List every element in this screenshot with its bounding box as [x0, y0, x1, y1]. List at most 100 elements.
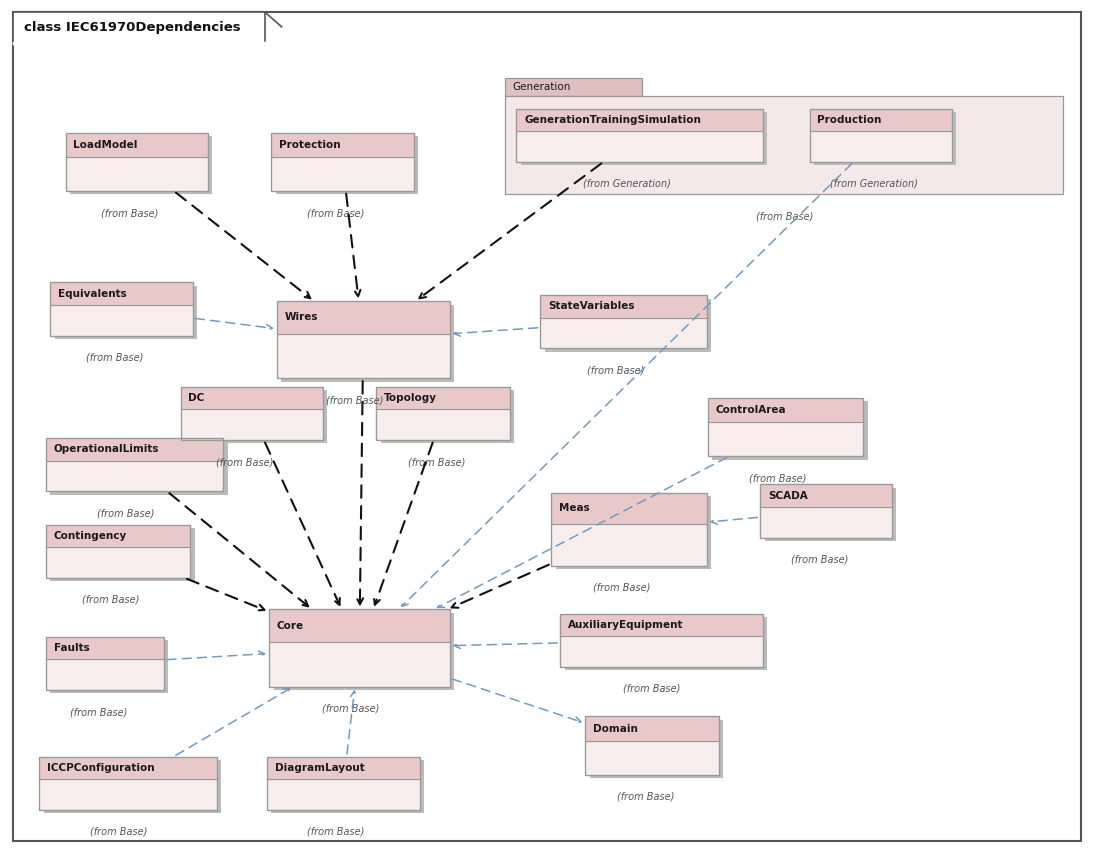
Text: (from Base): (from Base)	[91, 827, 148, 837]
Bar	[708, 398, 863, 423]
Text: (from Base): (from Base)	[306, 208, 364, 218]
Text: DiagramLayout: DiagramLayout	[275, 763, 364, 773]
Bar	[585, 716, 719, 775]
Bar	[50, 640, 168, 693]
Text: (from Base): (from Base)	[322, 704, 379, 714]
Bar	[181, 409, 323, 440]
Text: (from Base): (from Base)	[70, 707, 128, 717]
Bar	[521, 112, 767, 165]
Text: Contingency: Contingency	[54, 531, 127, 541]
Bar	[565, 617, 767, 670]
Bar	[269, 609, 450, 687]
Bar	[760, 484, 892, 538]
Bar	[381, 390, 514, 443]
Bar	[46, 637, 164, 690]
Bar	[551, 493, 707, 566]
Bar	[271, 158, 414, 191]
Text: Wires: Wires	[284, 312, 318, 323]
Text: (from Base): (from Base)	[101, 208, 159, 218]
Bar	[376, 387, 510, 440]
Text: Protection: Protection	[279, 140, 340, 150]
Bar	[585, 741, 719, 775]
Bar	[46, 525, 190, 578]
Text: (from Base): (from Base)	[216, 457, 274, 467]
Text: Equivalents: Equivalents	[58, 288, 127, 299]
Text: (from Base): (from Base)	[326, 395, 383, 406]
Bar	[181, 387, 323, 409]
Bar	[66, 133, 208, 191]
Bar	[590, 720, 723, 778]
Text: AuxiliaryEquipment: AuxiliaryEquipment	[568, 620, 684, 630]
Bar	[708, 398, 863, 456]
Bar	[760, 507, 892, 538]
Bar	[46, 438, 223, 461]
Bar	[267, 757, 420, 779]
Bar	[46, 461, 223, 491]
Text: Core: Core	[277, 621, 304, 631]
Text: (from Base): (from Base)	[593, 583, 650, 593]
Text: (from Base): (from Base)	[622, 684, 679, 694]
Text: Meas: Meas	[559, 503, 590, 514]
Text: OperationalLimits: OperationalLimits	[54, 444, 159, 455]
Bar	[46, 659, 164, 690]
Text: class IEC61970Dependencies: class IEC61970Dependencies	[24, 21, 241, 34]
Bar	[276, 136, 418, 194]
Bar	[50, 282, 193, 305]
Bar	[376, 387, 510, 409]
Bar	[810, 109, 952, 162]
Bar	[50, 305, 193, 336]
Bar	[560, 614, 763, 636]
Bar	[556, 496, 711, 569]
Text: ControlArea: ControlArea	[715, 405, 787, 415]
Bar	[46, 438, 223, 491]
Bar	[540, 295, 707, 318]
Bar	[516, 109, 763, 162]
Text: DC: DC	[188, 393, 205, 403]
Bar	[516, 109, 763, 131]
Bar	[185, 390, 327, 443]
Bar	[39, 779, 217, 810]
Bar	[277, 301, 450, 334]
Bar	[551, 524, 707, 566]
Bar	[55, 286, 197, 339]
Text: Faults: Faults	[54, 643, 90, 653]
Text: (from Base): (from Base)	[307, 827, 364, 837]
Text: ICCPConfiguration: ICCPConfiguration	[47, 763, 154, 773]
Bar	[760, 484, 892, 507]
Bar	[540, 318, 707, 348]
Text: (from Base): (from Base)	[408, 457, 465, 467]
Text: Generation: Generation	[512, 82, 570, 92]
Bar	[39, 757, 217, 810]
Text: (from Base): (from Base)	[791, 555, 848, 565]
Bar	[271, 760, 424, 813]
Text: (from Generation): (from Generation)	[829, 179, 918, 189]
Bar	[39, 757, 217, 779]
Bar	[560, 614, 763, 667]
Bar	[50, 528, 195, 581]
Text: StateVariables: StateVariables	[548, 301, 635, 312]
Text: (from Base): (from Base)	[617, 792, 674, 802]
Bar	[46, 637, 164, 659]
Bar	[585, 716, 719, 741]
Bar	[277, 334, 450, 378]
Bar	[70, 136, 212, 194]
Bar	[46, 547, 190, 578]
Bar	[269, 609, 450, 642]
Bar	[269, 642, 450, 687]
Bar	[50, 282, 193, 336]
Text: (from Base): (from Base)	[82, 595, 140, 605]
Bar	[551, 493, 707, 524]
Bar	[277, 301, 450, 378]
Bar	[274, 613, 454, 690]
Text: (from Base): (from Base)	[85, 353, 143, 363]
Text: (from Generation): (from Generation)	[583, 179, 671, 189]
Text: (from Base): (from Base)	[97, 508, 154, 519]
Bar	[281, 305, 454, 382]
Bar	[712, 401, 868, 460]
Bar	[46, 525, 190, 547]
Text: SCADA: SCADA	[768, 490, 807, 501]
Bar	[505, 96, 1063, 194]
Bar	[267, 757, 420, 810]
Bar	[810, 131, 952, 162]
Text: Domain: Domain	[593, 723, 638, 734]
